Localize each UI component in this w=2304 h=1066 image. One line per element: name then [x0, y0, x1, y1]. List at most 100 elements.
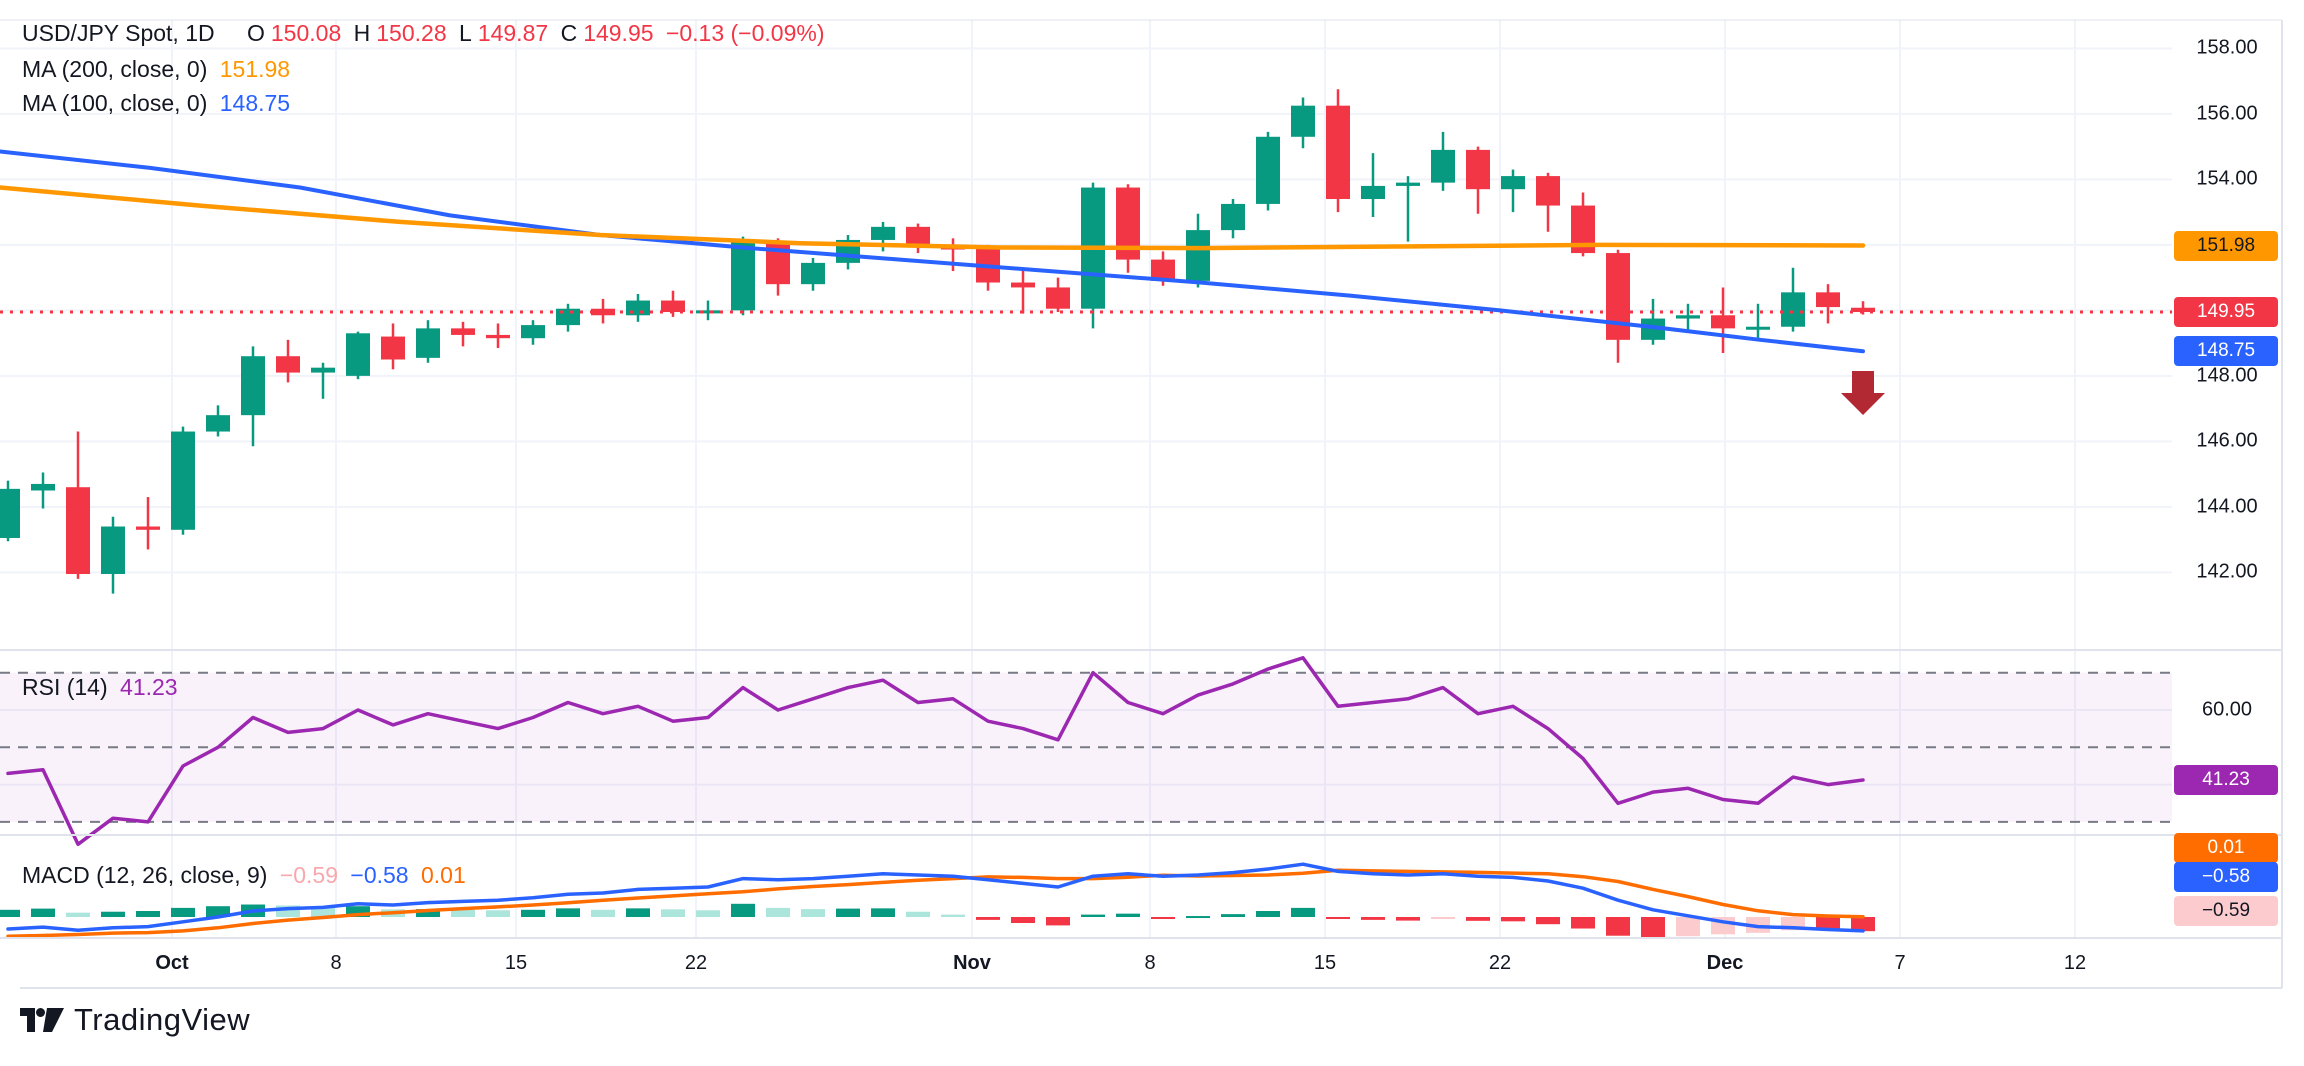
candle-body	[101, 526, 125, 574]
macd-signal-line	[6, 868, 1865, 938]
macd-hist-bar	[31, 908, 55, 917]
price-axis-label: 146.00	[2196, 429, 2258, 452]
rsi-label: RSI (14)	[22, 674, 108, 700]
ohlc-close-value: 149.95	[583, 20, 654, 46]
candle-body	[31, 483, 55, 491]
rsi-legend-row[interactable]: RSI (14) 41.23	[22, 674, 184, 702]
time-axis-label: 8	[1144, 952, 1156, 974]
macd-hist-bar	[801, 909, 825, 917]
candle-body	[661, 300, 685, 312]
candle-body	[556, 308, 580, 326]
macd-hist-bar	[1186, 916, 1210, 919]
macd-hist-bar	[101, 911, 125, 917]
time-axis-label: 7	[1894, 952, 1906, 974]
macd-hist-bar	[521, 909, 545, 917]
macd-hist-bar	[1641, 917, 1665, 938]
candle-body	[1781, 292, 1805, 327]
candle-body	[1746, 326, 1770, 330]
macd-hist-bar	[1291, 907, 1315, 917]
ma200-legend-row[interactable]: MA (200, close, 0) 151.98	[22, 56, 296, 84]
macd-hist-bar	[1466, 917, 1490, 921]
macd-hist-bar	[0, 909, 20, 917]
macd-hist-bar	[661, 909, 685, 917]
macd-label: MACD (12, 26, close, 9)	[22, 862, 268, 888]
macd-hist-bar	[1676, 917, 1700, 937]
macd-hist-bar	[66, 912, 90, 917]
candle-body	[906, 226, 930, 247]
ma200-line	[0, 185, 1866, 251]
candle-body	[1501, 176, 1525, 190]
macd-hist-bar	[1011, 917, 1035, 923]
macd-hist-bar	[346, 906, 370, 917]
axis-price-badge: 149.95	[2174, 297, 2278, 327]
candle-body	[171, 431, 195, 530]
tradingview-logo[interactable]: TradingView	[20, 1002, 250, 1038]
macd-hist-bar	[276, 905, 300, 917]
macd-legend-row[interactable]: MACD (12, 26, close, 9) −0.59 −0.58 0.01	[22, 862, 472, 890]
candle-body	[696, 310, 720, 314]
change-value: −0.13 (−0.09%)	[665, 20, 825, 46]
macd-hist-bar	[1081, 914, 1105, 917]
candle-body	[241, 356, 265, 416]
candle-body	[1536, 176, 1560, 206]
candle-body	[521, 325, 545, 339]
time-axis-label: 12	[2063, 952, 2087, 974]
ohlc-close-label: C	[560, 20, 578, 46]
price-axis-label: 144.00	[2196, 495, 2258, 518]
ohlc-low-label: L	[459, 20, 472, 46]
time-axis-label: 22	[684, 952, 708, 974]
macd-hist-bar	[591, 909, 615, 917]
candle-body	[731, 241, 755, 311]
candle-body	[1046, 287, 1070, 309]
candle-body	[1851, 307, 1875, 312]
macd-hist-bar	[766, 907, 790, 917]
macd-hist-bar	[556, 908, 580, 917]
ohlc-high-label: H	[353, 20, 371, 46]
ma100-value: 148.75	[219, 90, 291, 116]
price-axis-label: 154.00	[2196, 167, 2258, 190]
candle-body	[206, 415, 230, 432]
macd-hist-bar	[311, 906, 335, 917]
symbol-title: USD/JPY Spot, 1D	[22, 20, 215, 46]
macd-hist-bar	[1361, 917, 1385, 920]
ma100-label: MA (100, close, 0)	[22, 90, 208, 116]
candle-body	[801, 262, 825, 285]
candle-body	[136, 526, 160, 530]
macd-hist-bar	[451, 909, 475, 917]
candle-body	[416, 328, 440, 358]
ma200-value: 151.98	[219, 56, 291, 82]
macd-line-value: −0.58	[350, 862, 409, 888]
macd-hist-bar	[1221, 914, 1245, 917]
time-axis-label: 15	[504, 952, 528, 974]
macd-hist-bar	[1816, 917, 1840, 931]
rsi-line	[6, 656, 1865, 847]
macd-hist-value: −0.59	[279, 862, 339, 888]
time-axis-label: 22	[1488, 952, 1512, 974]
macd-hist-bar	[976, 917, 1000, 920]
symbol-legend-row[interactable]: USD/JPY Spot, 1D O 150.08 H 150.28 L 149.87…	[22, 20, 831, 48]
candle-body	[276, 356, 300, 373]
candle-body	[1711, 315, 1735, 329]
macd-hist-bar	[416, 909, 440, 917]
candle-body	[66, 487, 90, 574]
ohlc-high-value: 150.28	[376, 20, 447, 46]
macd-hist-bar	[1606, 917, 1630, 936]
tradingview-logo-text: TradingView	[74, 1002, 251, 1037]
rsi-value: 41.23	[120, 674, 178, 700]
candle-body	[1221, 203, 1245, 231]
tradingview-logo-icon	[20, 1008, 64, 1032]
macd-hist-bar	[486, 910, 510, 917]
macd-line	[6, 862, 1865, 933]
candle-body	[381, 336, 405, 360]
macd-hist-bar	[731, 903, 755, 917]
candle-body	[1641, 318, 1665, 340]
macd-hist-bar	[941, 914, 965, 917]
ma200-label: MA (200, close, 0)	[22, 56, 208, 82]
candle-body	[1816, 292, 1840, 308]
candle-body	[1326, 105, 1350, 200]
macd-hist-bar	[1851, 917, 1875, 932]
macd-hist-bar	[1326, 917, 1350, 919]
ma100-legend-row[interactable]: MA (100, close, 0) 148.75	[22, 90, 296, 118]
axis-price-badge: −0.59	[2174, 896, 2278, 926]
